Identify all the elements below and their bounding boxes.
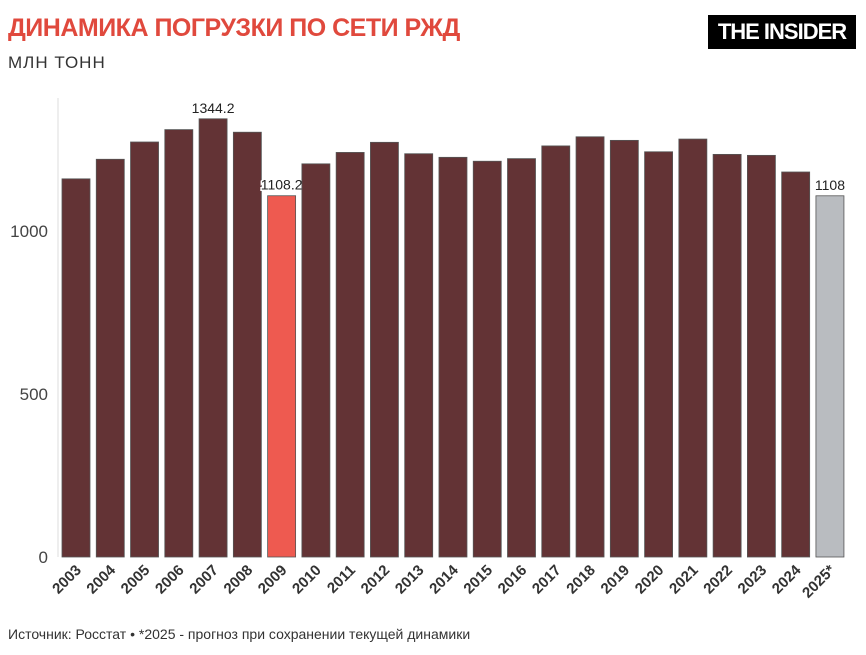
bar-2009: [267, 195, 297, 558]
data-label: 1344.2: [192, 100, 235, 116]
x-tick-label: 2018: [563, 562, 599, 598]
x-tick-label: 2009: [255, 562, 291, 598]
x-tick-label: 2021: [666, 562, 702, 598]
y-tick-label: 1000: [10, 222, 48, 241]
bar-2017: [541, 145, 571, 558]
x-tick-label: 2022: [700, 562, 736, 598]
bar-2006: [164, 129, 194, 558]
x-tick-label: 2007: [186, 562, 222, 598]
bar-2021: [678, 138, 708, 558]
x-tick-label: 2011: [324, 562, 359, 597]
the-insider-logo: THE INSIDER: [708, 15, 856, 49]
x-tick-label: 2012: [358, 562, 394, 598]
x-tick-label: 2008: [221, 562, 257, 598]
bar-2016: [507, 158, 536, 558]
x-tick-label: 2016: [495, 562, 531, 598]
y-tick-label: 500: [20, 385, 48, 404]
x-tick-label: 2013: [392, 562, 428, 598]
bar-2019: [609, 139, 639, 558]
x-tick-label: 2019: [598, 562, 634, 598]
bar-2020: [644, 151, 673, 558]
x-tick-label: 2010: [289, 562, 325, 598]
bar-2010: [301, 163, 331, 558]
bar-2008: [232, 131, 262, 558]
bar-2007: [198, 118, 228, 558]
x-tick-label: 2020: [632, 562, 668, 598]
chart-title: ДИНАМИКА ПОГРУЗКИ ПО СЕТИ РЖД: [8, 14, 460, 42]
x-tick-label: 2024: [769, 561, 805, 597]
bar-2025*: [815, 195, 845, 558]
bar-2024: [781, 171, 811, 558]
x-tick-label: 2015: [460, 562, 496, 598]
bar-2018: [575, 136, 605, 558]
chart-subtitle: МЛН ТОНН: [8, 53, 106, 72]
bar-2015: [472, 160, 502, 558]
data-label: 1108: [815, 177, 845, 193]
x-tick-label: 2006: [152, 562, 188, 598]
bar-2022: [712, 153, 742, 558]
x-tick-label: 2004: [83, 561, 119, 597]
x-tick-label: 2014: [426, 561, 462, 597]
bar-2003: [61, 178, 91, 558]
x-tick-label: 2025*: [799, 562, 839, 602]
x-tick-label: 2003: [49, 562, 85, 598]
y-tick-label: 0: [39, 548, 48, 567]
x-tick-label: 2005: [118, 562, 154, 598]
bar-2005: [130, 141, 159, 558]
bar-2004: [95, 158, 125, 558]
x-tick-label: 2023: [735, 562, 771, 598]
bar-2011: [335, 152, 365, 558]
source-note: Источник: Росстат • *2025 - прогноз при …: [8, 626, 471, 642]
data-label: 1108.2: [261, 177, 303, 193]
bar-2023: [747, 154, 776, 558]
bar-2014: [438, 156, 468, 558]
bar-2012: [370, 141, 399, 558]
bar-2013: [404, 153, 434, 558]
x-tick-label: 2017: [529, 562, 565, 598]
